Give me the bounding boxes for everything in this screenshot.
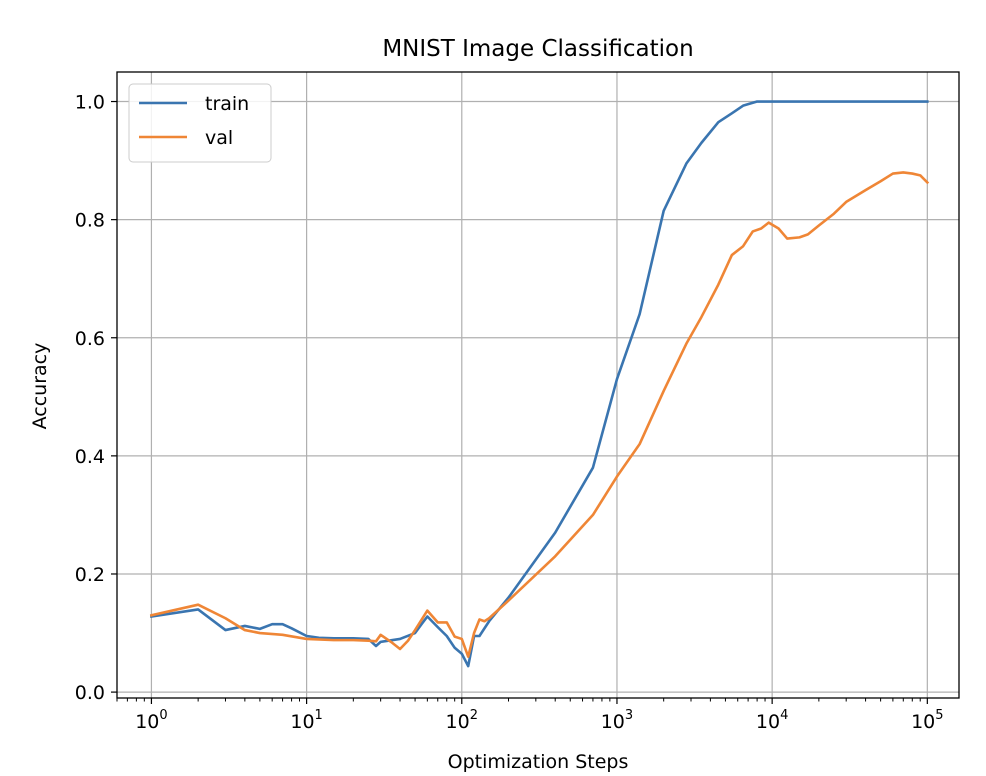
- y-tick-label: 1.0: [75, 92, 105, 114]
- y-tick-label: 0.0: [75, 682, 105, 704]
- legend: train val: [128, 83, 272, 163]
- axis-ticks: 100 101 102 103 104 105 0.0 0.2 0.4 0.6 0.8 1.0: [75, 92, 944, 733]
- plot-series: [149, 100, 930, 668]
- x-tick-label: 104: [756, 708, 788, 733]
- legend-label-train: train: [205, 93, 249, 115]
- y-tick-label: 0.6: [75, 328, 105, 350]
- legend-label-val: val: [205, 127, 233, 149]
- y-tick-label: 0.8: [75, 210, 105, 232]
- legend-box: [128, 83, 272, 163]
- x-tick-label: 100: [135, 708, 167, 733]
- x-axis-label: Optimization Steps: [448, 751, 629, 773]
- grid: [117, 72, 959, 698]
- series-line-val: [149, 171, 930, 658]
- x-tick-label: 105: [911, 708, 943, 733]
- y-tick-label: 0.2: [75, 564, 105, 586]
- x-tick-label: 102: [446, 708, 478, 733]
- x-tick-label: 101: [290, 708, 322, 733]
- chart-title: MNIST Image Classification: [382, 36, 693, 62]
- y-axis-label: Accuracy: [29, 343, 51, 430]
- y-tick-label: 0.4: [75, 446, 105, 468]
- x-tick-label: 103: [601, 708, 633, 733]
- plot-frame: [116, 71, 960, 699]
- series-line-train: [149, 100, 929, 668]
